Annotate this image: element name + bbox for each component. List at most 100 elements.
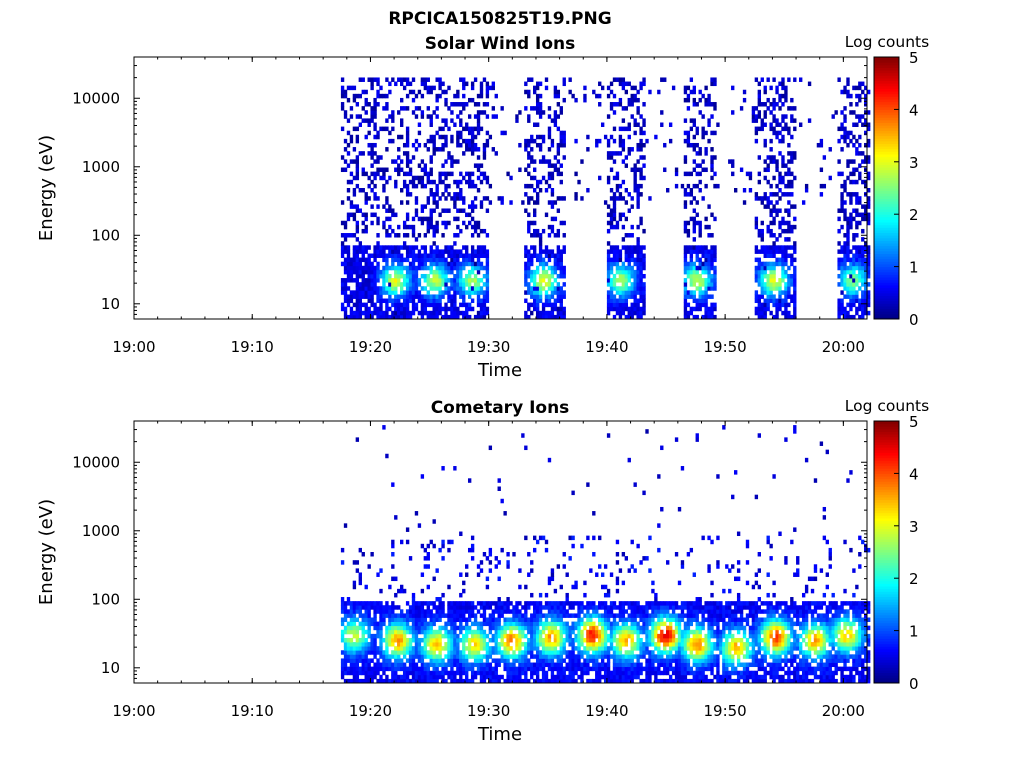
spectrogram-cell [476, 269, 481, 275]
spectrogram-cell [769, 155, 773, 160]
spectrogram-cell [367, 118, 371, 123]
spectrogram-cell [861, 114, 865, 119]
spectrogram-cell [636, 89, 640, 95]
spectrogram-cell [530, 625, 534, 631]
spectrogram-cell [382, 425, 386, 430]
spectrogram-cell [385, 106, 389, 111]
spectrogram-cell [627, 126, 631, 132]
spectrogram-cell [388, 621, 392, 627]
spectrogram-cell [405, 617, 410, 622]
spectrogram-cell [491, 637, 495, 643]
spectrogram-cell [615, 249, 620, 254]
spectrogram-cell [355, 666, 360, 672]
spectrogram-cell [385, 678, 389, 684]
spectrogram-cell [550, 629, 555, 635]
spectrogram-cell [346, 142, 351, 148]
spectrogram-cell [340, 167, 345, 173]
spectrogram-cell [864, 294, 868, 299]
spectrogram-cell [861, 278, 865, 283]
spectrogram-cell [423, 662, 428, 668]
spectrogram-cell [414, 208, 419, 213]
spectrogram-cell [479, 662, 484, 668]
spectrogram-cell [456, 658, 460, 663]
spectrogram-cell [778, 286, 782, 291]
spectrogram-cell [763, 302, 767, 308]
spectrogram-cell [388, 138, 392, 144]
spectrogram-cell [793, 106, 797, 111]
spectrogram-cell [787, 237, 791, 242]
spectrogram-cell [852, 245, 856, 250]
spectrogram-cell [592, 89, 596, 95]
spectrogram-cell [683, 220, 688, 226]
spectrogram-cell [476, 245, 481, 250]
spectrogram-cell [763, 290, 767, 295]
colorbar-label-solar-wind: Log counts [845, 33, 929, 51]
spectrogram-cell [453, 302, 457, 308]
spectrogram-cell [423, 261, 428, 267]
spectrogram-cell [456, 93, 460, 99]
spectrogram-cell [630, 167, 634, 173]
spectrogram-cell [778, 138, 782, 144]
spectrogram-cell [630, 249, 634, 254]
spectrogram-cell [358, 298, 362, 304]
spectrogram-cell [417, 175, 422, 181]
spectrogram-cell [352, 633, 357, 639]
spectrogram-cell [787, 278, 791, 283]
spectrogram-cell [426, 85, 430, 91]
spectrogram-cell [355, 183, 360, 189]
spectrogram-cell [790, 179, 794, 185]
spectrogram-cell [465, 654, 469, 659]
spectrogram-cell [488, 662, 493, 668]
spectrogram-cell [565, 654, 569, 659]
spectrogram-cell [432, 670, 436, 676]
spectrogram-cell [462, 265, 466, 271]
spectrogram-cell [444, 662, 448, 668]
spectrogram-cell [482, 310, 487, 316]
spectrogram-cell [843, 85, 847, 91]
spectrogram-cell [343, 637, 348, 643]
spectrogram-cell [408, 261, 413, 267]
spectrogram-cell [864, 85, 868, 91]
spectrogram-cell [621, 224, 626, 230]
spectrogram-cell [627, 261, 631, 267]
spectrogram-cell [391, 228, 395, 234]
spectrogram-cell [781, 278, 785, 283]
spectrogram-cell [352, 621, 357, 627]
spectrogram-cell [837, 241, 841, 246]
spectrogram-cell [538, 134, 543, 140]
spectrogram-cell [426, 278, 430, 283]
spectrogram-cell [530, 650, 534, 655]
spectrogram-cell [793, 286, 797, 291]
spectrogram-cell [361, 286, 365, 291]
spectrogram-cell [799, 122, 803, 127]
spectrogram-cell [373, 310, 377, 316]
spectrogram-cell [775, 306, 779, 312]
spectrogram-cell [506, 662, 510, 668]
spectrogram-cell [846, 265, 850, 271]
spectrogram-cell [340, 609, 345, 614]
spectrogram-cell [609, 155, 614, 160]
spectrogram-cell [609, 224, 614, 230]
spectrogram-cell [533, 200, 537, 205]
spectrogram-cell [606, 179, 611, 185]
spectrogram-cell [423, 654, 428, 659]
spectrogram-cell [535, 228, 540, 234]
spectrogram-cell [441, 126, 445, 132]
spectrogram-cell [358, 249, 362, 254]
spectrogram-cell [748, 188, 753, 193]
spectrogram-cell [772, 130, 776, 136]
spectrogram-cell [411, 670, 416, 676]
spectrogram-cell [843, 286, 847, 291]
spectrogram-cell [441, 269, 445, 275]
spectrogram-cell [414, 609, 419, 614]
spectrogram-cell [512, 662, 516, 668]
spectrogram-cell [438, 597, 442, 602]
spectrogram-cell [530, 302, 534, 308]
spectrogram-cell [503, 646, 507, 651]
spectrogram-cell [550, 609, 555, 614]
spectrogram-cell [689, 89, 694, 95]
spectrogram-cell [394, 625, 398, 631]
spectrogram-cell [400, 118, 404, 123]
spectrogram-cell [423, 609, 428, 614]
spectrogram-cell [462, 278, 466, 283]
